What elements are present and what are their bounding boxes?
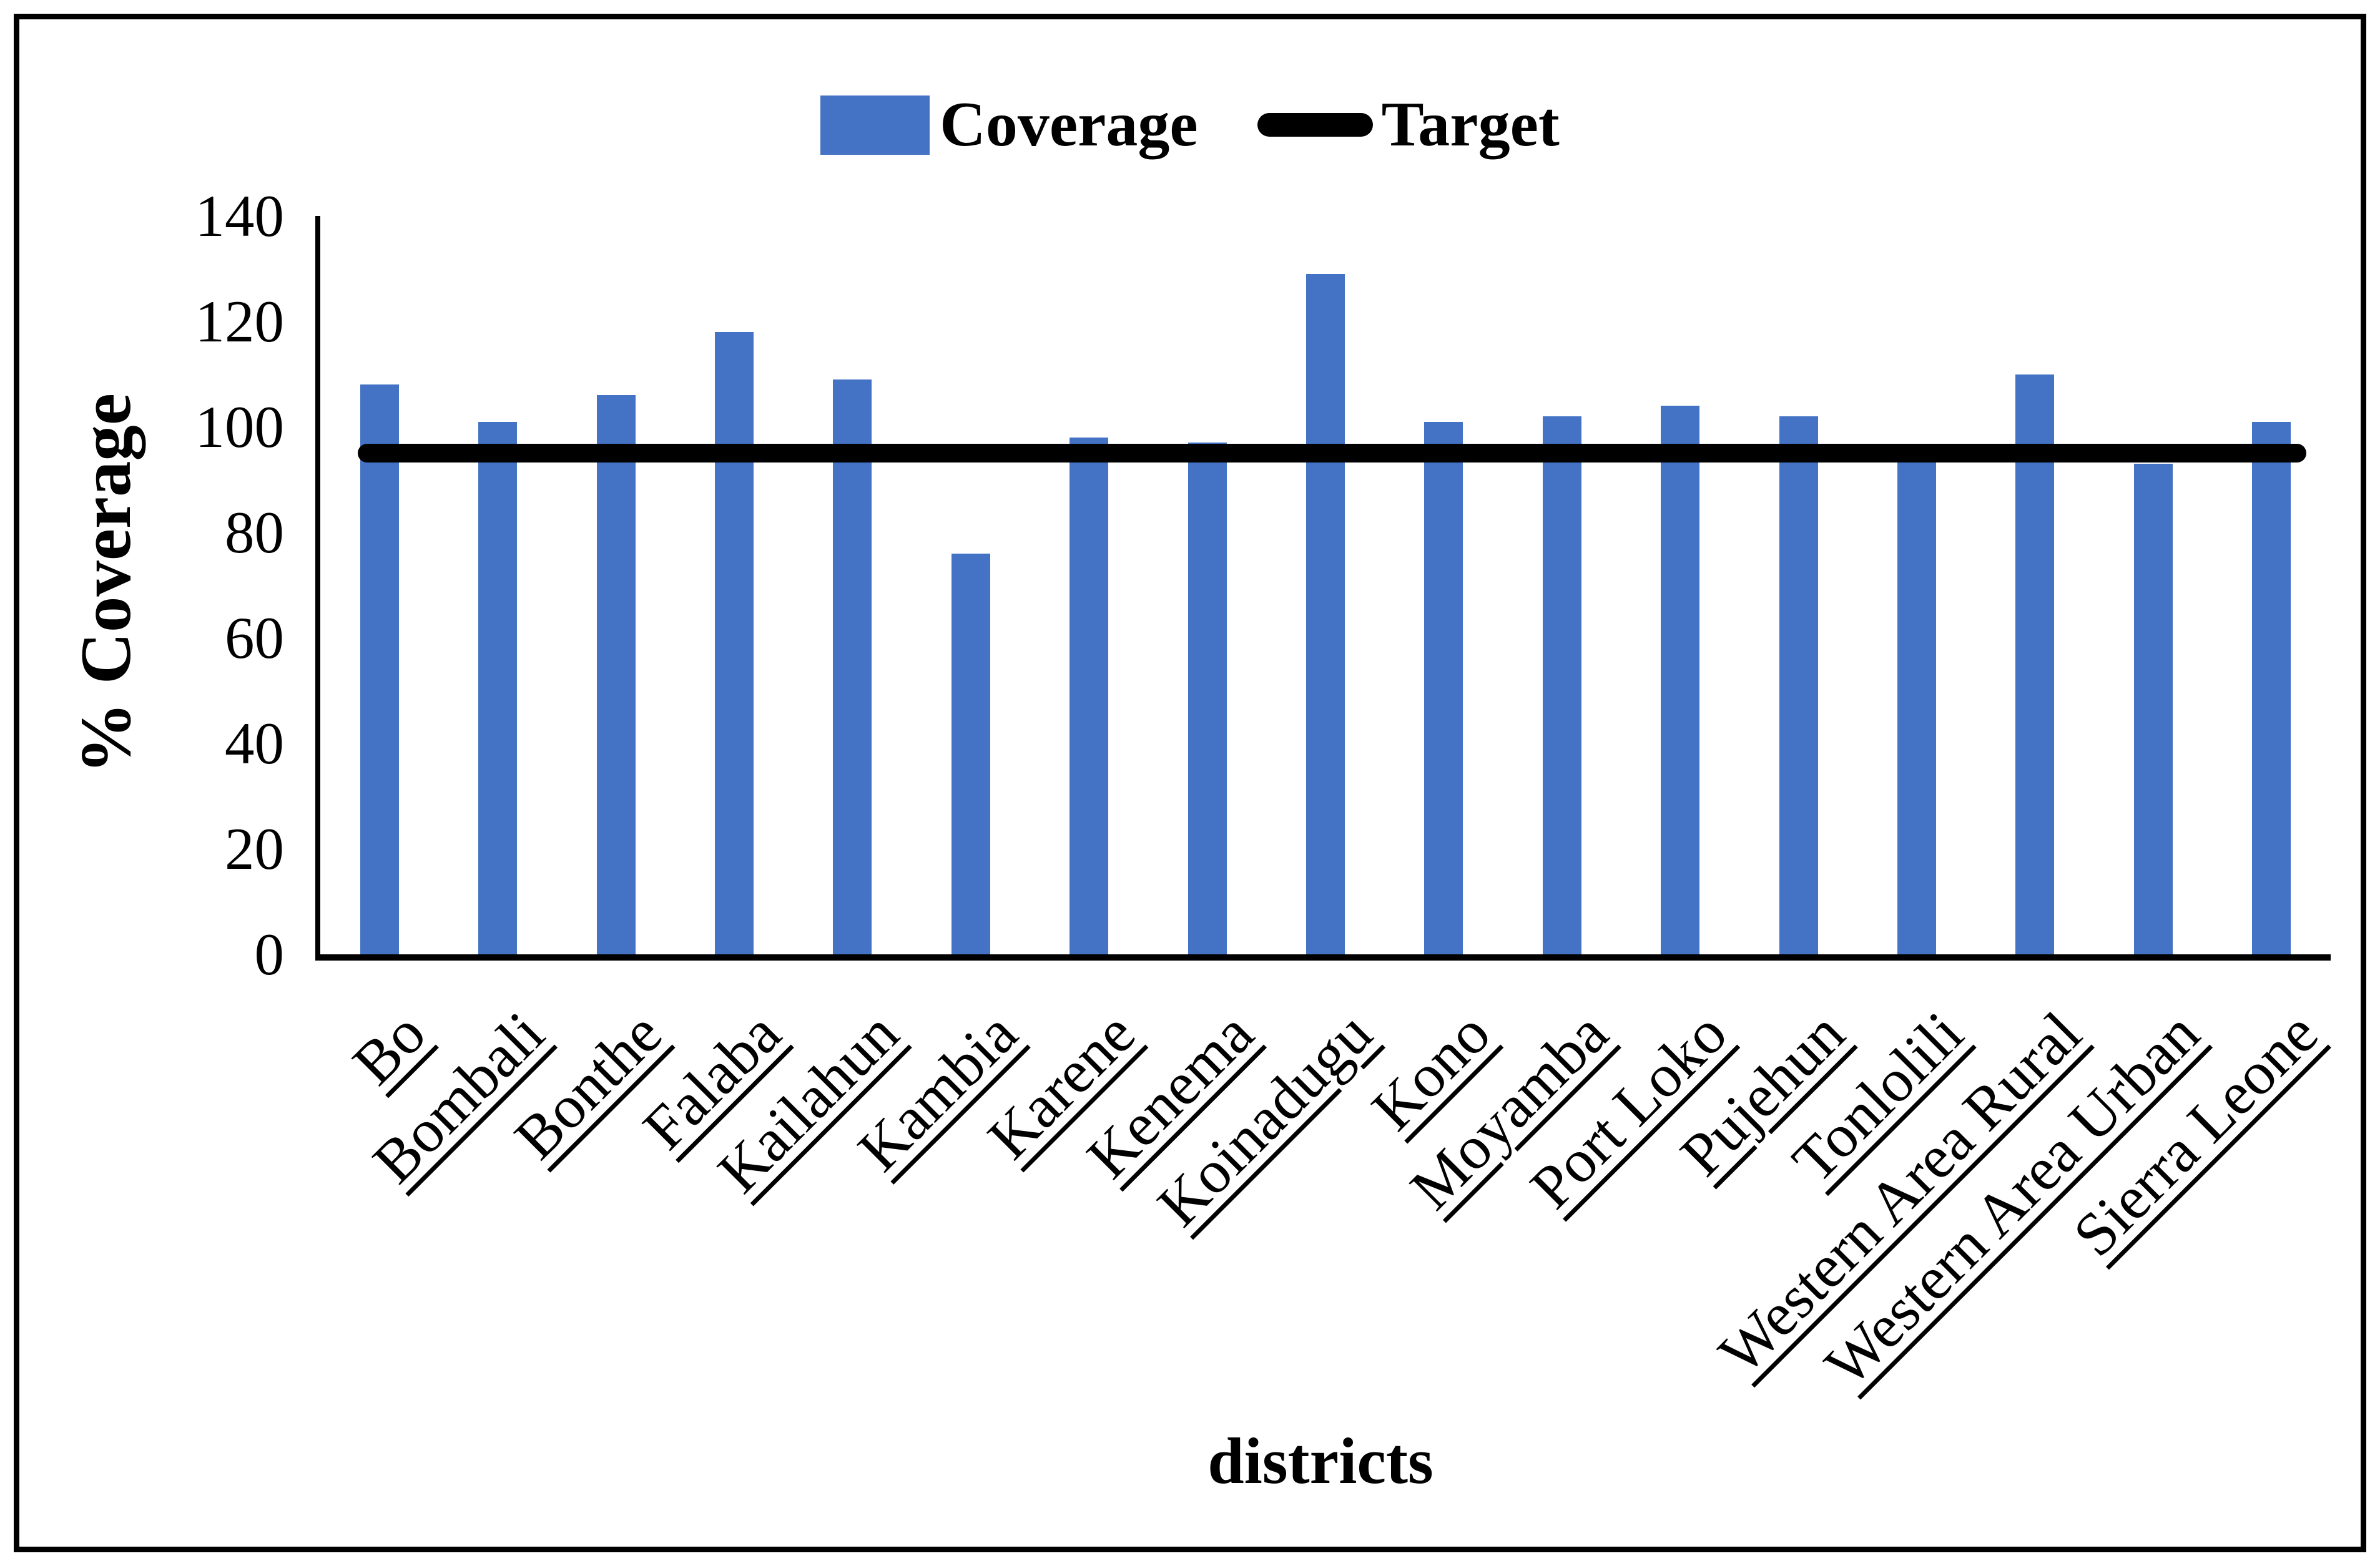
legend-coverage-label: Coverage (940, 89, 1198, 160)
bar-slot (557, 216, 675, 954)
coverage-bar-port-loko (1661, 406, 1700, 954)
legend-coverage-swatch (820, 95, 930, 155)
coverage-bar-sierra-leone (2252, 421, 2291, 954)
bar-slot (1739, 216, 1857, 954)
coverage-bar-western-area-urban (2133, 464, 2173, 954)
legend: Coverage Target (0, 81, 2380, 169)
y-tick-label-100: 100 (195, 394, 285, 460)
legend-target-line-swatch (1257, 113, 1373, 137)
bar-slot (2094, 216, 2212, 954)
y-tick-label-40: 40 (225, 710, 284, 776)
coverage-bar-bombali (478, 421, 518, 954)
bar-slot (1621, 216, 1739, 954)
bar-slot (2213, 216, 2331, 954)
coverage-bar-tonlolili (1897, 458, 1936, 954)
bar-slot (438, 216, 556, 954)
bar-slot (1148, 216, 1266, 954)
bar-slot (1030, 216, 1148, 954)
coverage-bar-kailahun (833, 379, 872, 954)
bar-slot (1385, 216, 1503, 954)
coverage-bar-kono (1424, 421, 1463, 954)
bar-slot (320, 216, 438, 954)
bar-slot (1503, 216, 1621, 954)
coverage-bar-pujehun (1779, 416, 1818, 954)
coverage-bar-bonthe (596, 395, 636, 954)
coverage-bar-koinadugu (1306, 273, 1345, 954)
target-line (358, 444, 2306, 463)
coverage-bar-bo (360, 384, 399, 954)
y-tick-label-120: 120 (195, 288, 285, 355)
y-axis-tick-labels: 0 20 40 60 80 100 120 140 (0, 183, 285, 987)
y-tick-label-20: 20 (225, 816, 284, 882)
bar-slot (794, 216, 912, 954)
bar-slot (912, 216, 1030, 954)
bar-slot (1266, 216, 1384, 954)
plot-area (315, 216, 2331, 961)
coverage-bar-karene (1070, 437, 1109, 954)
x-axis-title: districts (1207, 1424, 1433, 1497)
coverage-bar-western-area-rural (2015, 374, 2055, 954)
coverage-bar-kambia (951, 553, 990, 954)
y-tick-label-60: 60 (225, 605, 284, 671)
bar-slot (1857, 216, 1975, 954)
y-tick-label-80: 80 (225, 499, 284, 565)
y-tick-label-140: 140 (195, 183, 285, 249)
coverage-bar-moyamba (1542, 416, 1581, 954)
bar-slot (675, 216, 793, 954)
bars-container (320, 216, 2331, 954)
coverage-bar-falaba (714, 331, 754, 954)
legend-target-label: Target (1381, 89, 1560, 160)
bar-slot (1976, 216, 2094, 954)
y-tick-label-0: 0 (254, 921, 285, 987)
chart-border-frame (14, 14, 2366, 1552)
coverage-bar-kenema (1188, 443, 1227, 954)
